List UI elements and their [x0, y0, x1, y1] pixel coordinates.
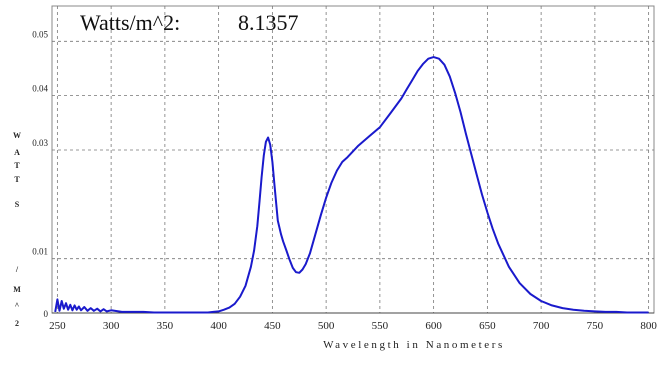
y-axis-label-char: /	[15, 265, 19, 274]
y-axis-label-char: A	[14, 148, 20, 157]
x-tick-labels: 250 300 350 400 450 500 550 600 650 700 750 800	[49, 320, 657, 332]
y-axis-label-char: M	[13, 285, 21, 294]
header-value: 8.1357	[238, 10, 299, 35]
y-axis-label-char: W	[13, 131, 21, 140]
x-tick-label: 450	[264, 320, 281, 332]
x-tick-label: 250	[49, 320, 66, 332]
x-axis-label: Wavelength in Nanometers	[323, 339, 505, 351]
y-tick-label: 0.04	[32, 84, 48, 94]
x-tick-label: 350	[157, 320, 174, 332]
plot-area	[51, 5, 655, 314]
x-tick-label: 800	[640, 320, 657, 332]
y-tick-label: 0.03	[32, 138, 48, 148]
y-axis-label-char: 2	[15, 319, 19, 328]
x-tick-label: 300	[103, 320, 120, 332]
x-tick-label: 750	[587, 320, 604, 332]
y-tick-label: 0.05	[32, 29, 48, 39]
series-group	[54, 56, 649, 314]
y-axis-label-char: S	[15, 200, 20, 209]
x-tick-label: 550	[372, 320, 389, 332]
y-axis-label-char: T	[14, 161, 20, 170]
x-tick-label: 600	[425, 320, 442, 332]
header-label: Watts/m^2:	[80, 10, 180, 35]
y-axis-label-char: T	[14, 175, 20, 184]
series-line-0	[54, 56, 649, 314]
x-tick-label: 700	[533, 320, 550, 332]
x-tick-label: 650	[479, 320, 496, 332]
y-tick-label: 0	[44, 309, 49, 319]
y-tick-labels: 0 0.01 0.03 0.04 0.05	[32, 29, 48, 319]
x-tick-label: 500	[318, 320, 335, 332]
x-tick-label: 400	[210, 320, 227, 332]
y-tick-label: 0.01	[32, 247, 48, 257]
y-axis-label-char: ^	[15, 301, 20, 310]
